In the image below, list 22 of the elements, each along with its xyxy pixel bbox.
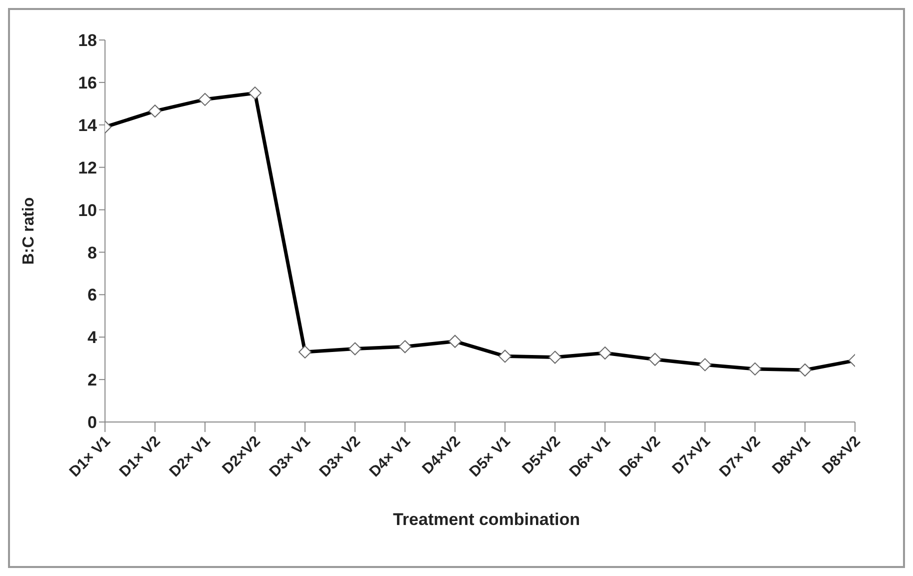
x-tick-label: D2× V1 <box>166 432 214 481</box>
y-tick-label: 16 <box>78 73 97 92</box>
y-tick-label: 10 <box>78 200 97 220</box>
y-tick-label: 2 <box>88 370 97 390</box>
y-tick-label: 14 <box>78 116 98 135</box>
x-tick-label: D1× V2 <box>116 432 164 481</box>
y-tick-label: 18 <box>78 31 97 50</box>
x-tick-label: D6× V2 <box>616 432 664 481</box>
y-tick-label: 0 <box>88 413 97 432</box>
x-tick-label: D4× V1 <box>366 432 414 481</box>
x-tick-label: D7× V2 <box>716 432 764 481</box>
y-axis-title: B:C ratio <box>20 197 38 265</box>
y-tick-label: 8 <box>88 243 97 262</box>
x-tick-label: D5× V1 <box>466 432 514 481</box>
y-tick-label: 6 <box>88 286 97 305</box>
x-axis-title: Treatment combination <box>392 510 582 530</box>
x-tick-label: D6× V1 <box>566 432 614 481</box>
y-tick-label: 4 <box>88 328 98 348</box>
x-tick-label: D3× V1 <box>266 432 314 481</box>
x-tick-label: D3× V2 <box>316 432 364 481</box>
y-tick-label: 12 <box>78 158 97 178</box>
x-tick-label: D1× V1 <box>66 432 114 481</box>
